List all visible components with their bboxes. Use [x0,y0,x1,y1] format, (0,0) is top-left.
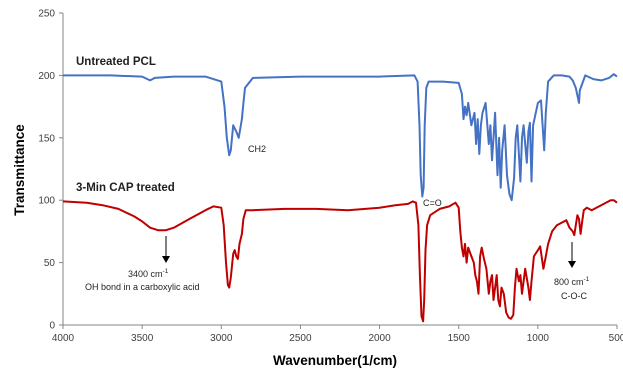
oh-arrow-head [162,256,170,263]
y-tick-label: 0 [49,321,55,332]
annotation-coc-value: 800 cm-1 [554,276,590,287]
series-label-cap-treated: 3-Min CAP treated [76,182,175,194]
series-label-untreated: Untreated PCL [76,56,156,68]
annotation-oh-number: 3400 cm [128,269,163,279]
x-tick-label: 500 [609,333,623,344]
y-tick-label: 50 [44,258,56,269]
series-line-untreated-pcl [63,73,618,202]
y-tick-label: 200 [38,71,55,82]
coc-arrow-head [568,261,576,268]
y-axis-title: Transmittance [12,124,27,216]
x-tick-label: 3000 [210,333,233,344]
x-tick-label: 2500 [289,333,312,344]
annotation-oh-desc: OH bond in a carboxylic acid [85,282,200,292]
annotation-co: C=O [423,198,442,208]
annotation-ch2: CH2 [248,144,266,154]
y-tick-label: 100 [38,196,55,207]
annotation-oh-superscript: -1 [163,268,169,275]
series-line-cap-treated [62,199,618,323]
x-axis-title: Wavenumber(1/cm) [273,353,397,368]
annotation-coc-number: 800 cm [554,277,584,287]
x-tick-label: 3500 [131,333,154,344]
x-tick-label: 4000 [52,333,75,344]
annotation-coc-superscript: -1 [584,276,590,283]
y-tick-label: 250 [38,9,55,20]
y-tick-label: 150 [38,133,55,144]
annotation-oh-value: 3400 cm-1 [128,268,169,279]
chart-marks: 0 50 100 150 200 250 4000 3500 3000 2500 2000 1500 1… [38,9,623,345]
x-tick-label: 2000 [368,333,391,344]
x-tick-label: 1500 [448,333,471,344]
annotation-coc-desc: C-O-C [561,291,587,301]
x-tick-label: 1000 [527,333,550,344]
